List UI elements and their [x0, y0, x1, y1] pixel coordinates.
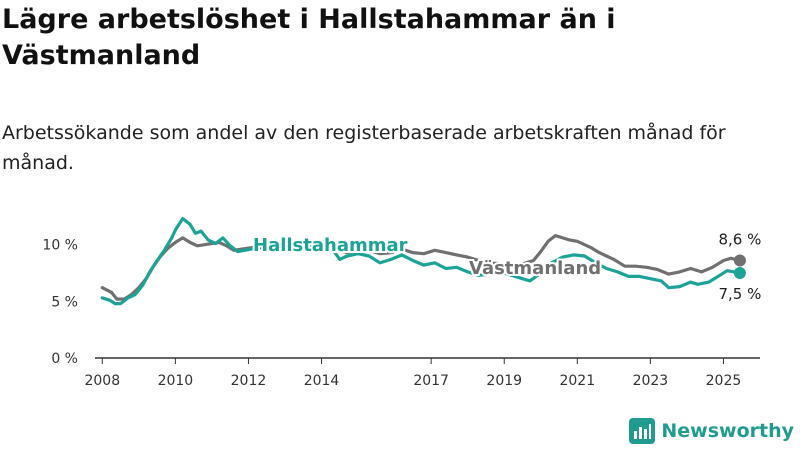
x-tick-label: 2012 [231, 373, 267, 389]
bar-chart-logo-icon [629, 418, 656, 444]
x-tick-label: 2017 [413, 373, 449, 389]
newsworthy-logo: Newsworthy [629, 418, 794, 444]
end-point-vastmanland [733, 254, 746, 267]
x-tick-label: 2010 [158, 373, 194, 389]
x-tick-label: 2023 [633, 373, 669, 389]
x-tick-label: 2008 [84, 373, 120, 389]
y-tick-label: 5 % [51, 294, 78, 310]
y-tick-label: 10 % [42, 238, 78, 254]
y-tick-label: 0 % [51, 351, 78, 367]
brand-name: Newsworthy [661, 420, 794, 442]
chart-subtitle: Arbetssökande som andel av den registerb… [2, 122, 726, 174]
series-line-hallstahammar [100, 217, 742, 306]
x-tick-label: 2025 [706, 373, 742, 389]
end-point-hallstahammar [733, 267, 746, 279]
x-tick-label: 2021 [559, 373, 595, 389]
series-line-västmanland [100, 234, 742, 301]
end-label-vastmanland: 8,6 % [718, 231, 761, 249]
series-label-hallstahammar: Hallstahammar [253, 235, 408, 256]
x-tick-label: 2014 [304, 373, 340, 389]
end-label-hallstahammar: 7,5 % [718, 285, 761, 303]
x-tick-label: 2019 [486, 373, 522, 389]
series-label-vastmanland: Västmanland [469, 258, 601, 279]
chart-title: Lägre arbetslöshet i Hallstahammar än i … [2, 4, 616, 71]
